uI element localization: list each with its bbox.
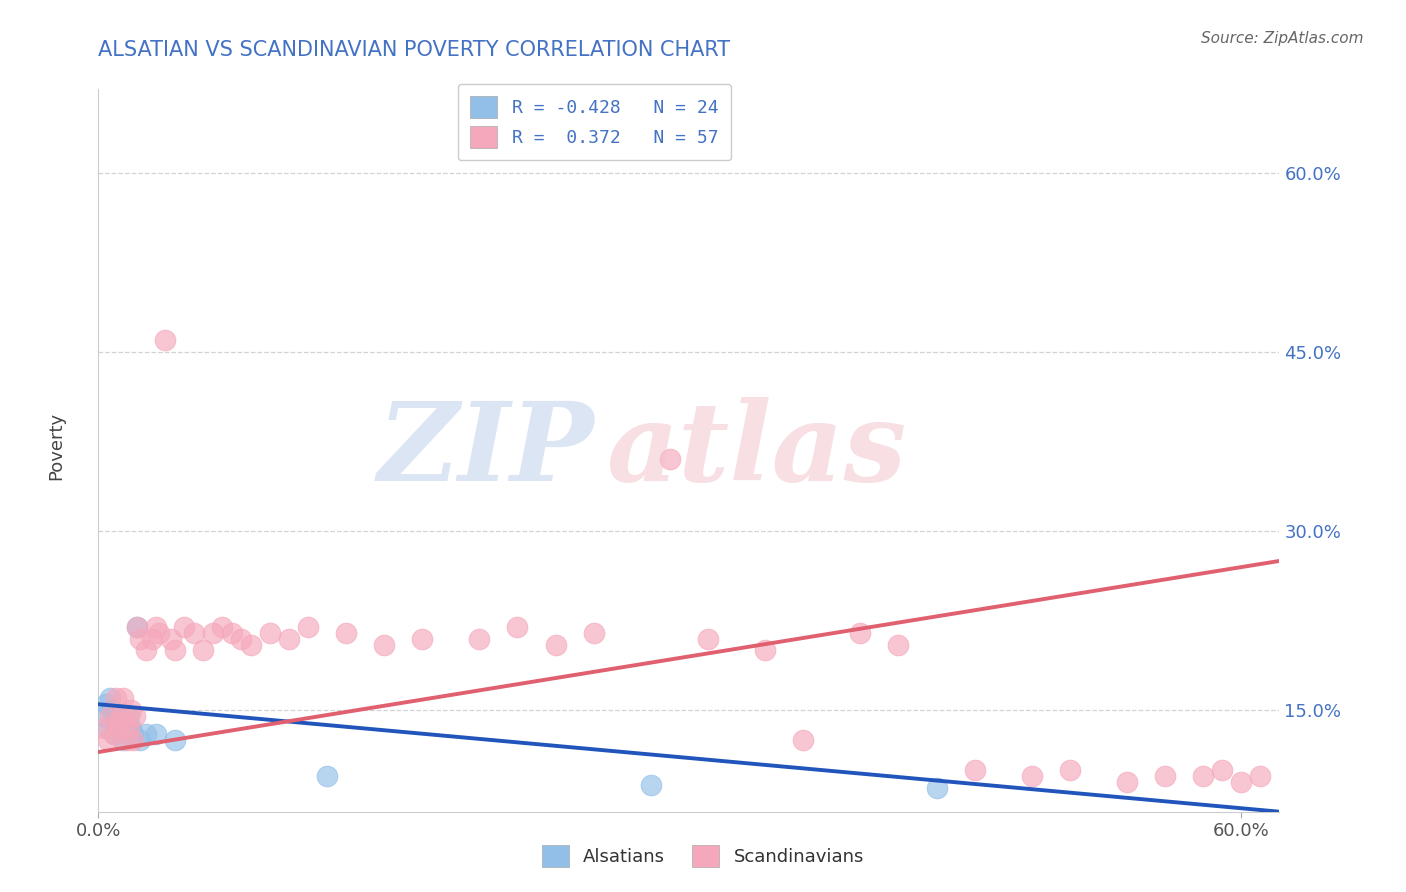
Point	[98, 691, 121, 706]
Point	[411, 632, 433, 646]
Point	[112, 733, 135, 747]
Point	[112, 691, 135, 706]
Point	[114, 715, 136, 730]
Point	[114, 715, 136, 730]
Point	[231, 632, 253, 646]
Point	[201, 625, 224, 640]
Point	[145, 727, 167, 741]
Point	[118, 721, 141, 735]
Point	[849, 625, 872, 640]
Point	[468, 632, 491, 646]
Text: Source: ZipAtlas.com: Source: ZipAtlas.com	[1201, 31, 1364, 46]
Point	[108, 721, 131, 735]
Point	[239, 638, 262, 652]
Point	[129, 632, 152, 646]
Point	[120, 703, 142, 717]
Text: ALSATIAN VS SCANDINAVIAN POVERTY CORRELATION CHART: ALSATIAN VS SCANDINAVIAN POVERTY CORRELA…	[98, 40, 731, 61]
Point	[792, 733, 814, 747]
Point	[1249, 769, 1271, 783]
Point	[277, 632, 299, 646]
Point	[129, 733, 152, 747]
Point	[697, 632, 720, 646]
Point	[120, 721, 142, 735]
Point	[121, 727, 143, 741]
Point	[183, 625, 205, 640]
Point	[582, 625, 605, 640]
Point	[1192, 769, 1215, 783]
Point	[93, 709, 115, 723]
Point	[1116, 775, 1139, 789]
Point	[121, 733, 143, 747]
Point	[100, 703, 122, 717]
Point	[125, 619, 148, 633]
Point	[115, 727, 138, 741]
Legend: R = -0.428   N = 24, R =  0.372   N = 57: R = -0.428 N = 24, R = 0.372 N = 57	[458, 84, 731, 161]
Point	[135, 643, 157, 657]
Point	[544, 638, 567, 652]
Point	[108, 721, 131, 735]
Point	[163, 643, 186, 657]
Point	[316, 769, 339, 783]
Point	[110, 709, 132, 723]
Point	[145, 619, 167, 633]
Point	[297, 619, 319, 633]
Point	[1230, 775, 1253, 789]
Text: ZIP: ZIP	[378, 397, 595, 504]
Point	[506, 619, 529, 633]
Point	[159, 632, 181, 646]
Point	[925, 780, 948, 795]
Point	[335, 625, 357, 640]
Point	[93, 721, 115, 735]
Point	[107, 715, 129, 730]
Point	[110, 709, 132, 723]
Point	[1059, 763, 1081, 777]
Point	[1021, 769, 1043, 783]
Point	[94, 698, 117, 712]
Text: Poverty: Poverty	[48, 412, 65, 480]
Point	[259, 625, 281, 640]
Text: atlas: atlas	[606, 397, 907, 504]
Point	[1154, 769, 1177, 783]
Point	[124, 709, 146, 723]
Point	[107, 709, 129, 723]
Point	[658, 452, 681, 467]
Point	[104, 691, 127, 706]
Point	[148, 625, 170, 640]
Point	[135, 727, 157, 741]
Point	[115, 733, 138, 747]
Point	[118, 709, 141, 723]
Legend: Alsatians, Scandinavians: Alsatians, Scandinavians	[534, 838, 872, 874]
Point	[640, 779, 662, 793]
Point	[103, 727, 125, 741]
Point	[97, 733, 120, 747]
Point	[754, 643, 776, 657]
Point	[103, 727, 125, 741]
Point	[887, 638, 910, 652]
Point	[211, 619, 233, 633]
Point	[1211, 763, 1233, 777]
Point	[963, 763, 986, 777]
Point	[104, 715, 127, 730]
Point	[125, 619, 148, 633]
Point	[373, 638, 395, 652]
Point	[97, 721, 120, 735]
Point	[193, 643, 215, 657]
Point	[221, 625, 243, 640]
Point	[98, 709, 121, 723]
Point	[153, 333, 176, 347]
Point	[173, 619, 195, 633]
Point	[141, 632, 163, 646]
Point	[163, 733, 186, 747]
